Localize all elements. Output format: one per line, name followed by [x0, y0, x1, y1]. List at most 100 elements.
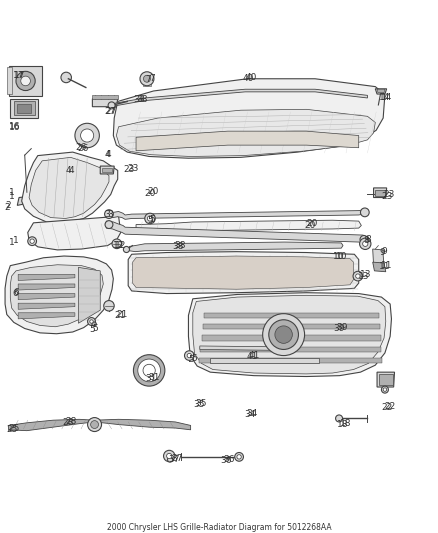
Circle shape — [112, 239, 122, 248]
Text: 38: 38 — [136, 95, 148, 104]
Circle shape — [360, 208, 369, 217]
Circle shape — [16, 71, 35, 91]
Polygon shape — [28, 216, 121, 250]
Text: 39: 39 — [336, 323, 347, 332]
Polygon shape — [201, 335, 381, 341]
Polygon shape — [78, 268, 100, 323]
Text: 36: 36 — [223, 455, 235, 464]
Text: 38: 38 — [134, 95, 145, 104]
Circle shape — [263, 313, 304, 356]
Circle shape — [269, 320, 298, 350]
Polygon shape — [375, 190, 385, 196]
Polygon shape — [373, 249, 384, 265]
Polygon shape — [18, 303, 75, 309]
Polygon shape — [9, 419, 95, 431]
Circle shape — [166, 454, 172, 458]
Polygon shape — [375, 89, 387, 94]
Circle shape — [105, 221, 113, 229]
Polygon shape — [143, 80, 151, 86]
Text: 21: 21 — [117, 310, 128, 319]
Text: 39: 39 — [333, 324, 345, 333]
Circle shape — [104, 301, 114, 311]
Circle shape — [356, 274, 360, 278]
Text: 9: 9 — [380, 248, 385, 257]
Text: 28: 28 — [63, 418, 74, 427]
Polygon shape — [133, 256, 353, 289]
Polygon shape — [204, 313, 379, 318]
Polygon shape — [203, 324, 380, 329]
Circle shape — [167, 457, 173, 462]
Circle shape — [88, 318, 95, 326]
Text: 21: 21 — [114, 311, 126, 320]
Text: 40: 40 — [245, 74, 257, 83]
Text: 7: 7 — [149, 74, 155, 83]
Circle shape — [108, 102, 115, 109]
Text: 40: 40 — [243, 74, 254, 83]
Text: 41: 41 — [246, 352, 258, 361]
Text: 14: 14 — [381, 93, 392, 102]
Circle shape — [353, 271, 363, 281]
Polygon shape — [106, 210, 367, 220]
Text: 8: 8 — [366, 235, 371, 244]
Circle shape — [88, 417, 102, 432]
Circle shape — [21, 76, 30, 86]
Circle shape — [30, 239, 34, 244]
Polygon shape — [92, 99, 118, 107]
Circle shape — [92, 322, 96, 326]
Polygon shape — [199, 358, 382, 364]
Text: 10: 10 — [333, 253, 345, 261]
Text: 13: 13 — [358, 272, 369, 281]
Circle shape — [140, 361, 159, 380]
Text: 31: 31 — [148, 373, 160, 382]
Polygon shape — [379, 374, 393, 385]
Text: 18: 18 — [337, 420, 348, 429]
Text: 17: 17 — [13, 71, 25, 80]
Text: 34: 34 — [244, 409, 256, 418]
Polygon shape — [235, 352, 271, 357]
Text: 3: 3 — [108, 209, 113, 219]
Text: 28: 28 — [65, 417, 77, 426]
Polygon shape — [106, 221, 366, 243]
Text: 27: 27 — [106, 107, 117, 116]
Text: 11: 11 — [381, 261, 392, 270]
Polygon shape — [128, 252, 359, 294]
Circle shape — [138, 359, 160, 382]
Polygon shape — [21, 152, 118, 223]
Polygon shape — [17, 104, 31, 113]
Polygon shape — [14, 101, 35, 116]
Polygon shape — [11, 99, 38, 118]
Circle shape — [235, 453, 244, 461]
Text: 20: 20 — [306, 219, 318, 228]
Text: 5: 5 — [90, 325, 95, 334]
Text: 26: 26 — [76, 143, 87, 152]
Circle shape — [75, 123, 99, 148]
Polygon shape — [11, 265, 103, 327]
Text: 25: 25 — [6, 425, 18, 434]
Polygon shape — [374, 188, 387, 198]
Polygon shape — [200, 347, 381, 352]
Circle shape — [383, 388, 387, 391]
Text: 23: 23 — [124, 165, 135, 174]
Text: 4: 4 — [68, 166, 74, 175]
Circle shape — [187, 353, 191, 358]
Polygon shape — [18, 284, 75, 290]
Circle shape — [336, 415, 343, 422]
Text: 2000 Chrysler LHS Grille-Radiator Diagram for 5012268AA: 2000 Chrysler LHS Grille-Radiator Diagra… — [107, 523, 331, 532]
Text: 41: 41 — [249, 351, 260, 360]
Polygon shape — [210, 358, 319, 362]
Text: 35: 35 — [195, 399, 207, 408]
Text: 27: 27 — [105, 108, 116, 116]
Text: 37: 37 — [168, 455, 180, 464]
Polygon shape — [113, 79, 385, 158]
Polygon shape — [17, 196, 36, 205]
Polygon shape — [328, 256, 347, 261]
Text: 9: 9 — [381, 247, 387, 256]
Polygon shape — [102, 168, 112, 172]
Circle shape — [143, 364, 155, 376]
Text: 5: 5 — [191, 354, 197, 362]
Polygon shape — [136, 220, 361, 232]
Polygon shape — [7, 67, 12, 94]
Text: 23: 23 — [381, 192, 393, 201]
Circle shape — [105, 210, 113, 219]
Text: 35: 35 — [193, 400, 204, 409]
